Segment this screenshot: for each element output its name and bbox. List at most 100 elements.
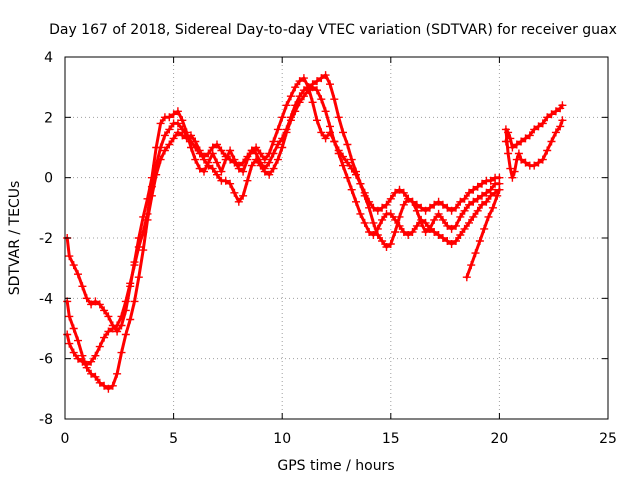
data-point-marker	[74, 354, 82, 363]
data-point-marker	[369, 231, 378, 239]
data-point-marker	[252, 149, 261, 158]
data-point-marker	[226, 155, 235, 164]
data-point-marker	[173, 107, 182, 116]
data-point-marker	[95, 378, 104, 387]
data-point-marker	[295, 92, 304, 101]
data-point-marker	[373, 224, 382, 233]
data-point-marker	[465, 218, 473, 227]
data-point-marker	[399, 188, 408, 197]
data-point-marker	[147, 182, 156, 191]
data-point-marker	[100, 381, 109, 390]
data-point-marker	[173, 128, 182, 137]
data-point-marker	[234, 197, 243, 206]
data-point-marker	[556, 122, 565, 131]
data-point-marker	[558, 101, 567, 110]
data-point-marker	[87, 369, 96, 378]
y-tick-label: -2	[39, 231, 53, 247]
data-point-marker	[152, 161, 161, 170]
data-point-marker	[213, 170, 221, 179]
data-point-marker	[421, 228, 430, 236]
data-point-marker	[104, 312, 113, 321]
data-point-marker	[360, 218, 369, 227]
data-point-marker	[467, 261, 476, 270]
data-point-marker	[117, 348, 126, 357]
data-point-marker	[538, 155, 547, 164]
data-point-marker	[456, 212, 465, 221]
data-point-marker	[473, 182, 482, 191]
data-point-marker	[139, 246, 148, 255]
data-point-marker	[278, 143, 287, 152]
data-point-marker	[391, 228, 400, 236]
data-point-marker	[551, 107, 560, 116]
series-trace	[504, 103, 564, 149]
x-tick-label: 20	[490, 431, 508, 447]
data-point-marker	[269, 137, 278, 146]
data-point-marker	[326, 80, 334, 89]
data-point-marker	[130, 261, 139, 270]
data-point-marker	[408, 197, 417, 206]
data-point-marker	[469, 185, 478, 194]
data-point-marker	[482, 188, 491, 197]
data-point-marker	[313, 77, 321, 86]
data-point-marker	[100, 306, 109, 315]
data-point-marker	[330, 95, 339, 104]
data-point-marker	[543, 146, 552, 155]
data-point-marker	[480, 224, 489, 233]
y-tick-label: -8	[39, 412, 53, 428]
x-tick-label: 5	[169, 431, 178, 447]
series-4	[462, 185, 504, 282]
data-point-marker	[352, 197, 360, 206]
data-point-marker	[178, 116, 187, 125]
data-point-marker	[447, 240, 456, 248]
x-axis-label: GPS time / hours	[277, 458, 394, 474]
data-point-marker	[221, 176, 230, 185]
data-point-marker	[286, 92, 295, 101]
data-point-marker	[530, 125, 539, 134]
data-point-marker	[434, 231, 443, 239]
data-point-marker	[475, 237, 484, 245]
x-tick-label: 25	[599, 431, 617, 447]
data-point-marker	[260, 164, 269, 173]
data-point-marker	[378, 215, 387, 224]
data-point-marker	[347, 185, 356, 194]
data-point-marker	[134, 273, 143, 282]
data-point-marker	[104, 327, 113, 336]
data-point-marker	[334, 113, 343, 122]
data-point-marker	[217, 167, 226, 176]
data-point-marker	[478, 200, 486, 209]
data-point-marker	[226, 179, 235, 188]
data-point-marker	[87, 300, 96, 309]
data-point-marker	[488, 203, 497, 212]
data-point-marker	[460, 206, 469, 215]
data-point-marker	[471, 249, 480, 258]
data-point-marker	[330, 137, 339, 146]
data-point-marker	[404, 194, 413, 203]
data-point-marker	[69, 348, 78, 357]
data-point-marker	[182, 131, 191, 140]
data-point-marker	[543, 113, 552, 122]
data-point-marker	[113, 369, 122, 378]
data-point-marker	[417, 215, 426, 224]
data-point-marker	[321, 134, 330, 143]
data-point-marker	[65, 252, 74, 261]
data-point-marker	[484, 212, 493, 221]
data-point-marker	[339, 161, 347, 170]
data-point-marker	[438, 215, 447, 224]
data-point-marker	[506, 134, 515, 143]
data-point-marker	[447, 224, 456, 233]
data-point-marker	[534, 122, 543, 131]
data-point-marker	[95, 300, 104, 309]
data-point-marker	[482, 197, 491, 206]
data-point-marker	[117, 312, 126, 321]
data-point-marker	[486, 176, 495, 185]
y-tick-label: -6	[39, 352, 53, 368]
data-point-marker	[395, 212, 404, 221]
data-point-marker	[91, 297, 100, 306]
data-point-marker	[478, 179, 486, 188]
data-point-marker	[369, 203, 378, 212]
data-point-marker	[356, 179, 365, 188]
y-tick-label: 0	[44, 171, 53, 187]
data-point-marker	[465, 188, 473, 197]
data-point-marker	[265, 170, 274, 179]
data-point-marker	[91, 351, 100, 360]
